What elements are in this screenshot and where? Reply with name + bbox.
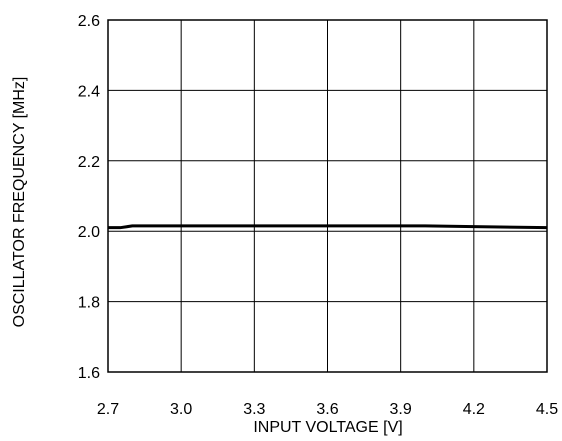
plot-frame (107, 19, 548, 373)
x-tick-label: 4.5 (536, 401, 558, 418)
y-tick-label: 1.8 (78, 295, 100, 312)
x-tick-label: 4.2 (463, 401, 485, 418)
y-axis-label: OSCILLATOR FREQUENCY [MHz] (11, 77, 28, 328)
series-line (108, 224, 548, 230)
x-tick-label: 3.0 (170, 401, 192, 418)
y-tick-label: 1.6 (78, 365, 100, 382)
y-tick-label: 2.4 (78, 83, 100, 100)
series-group (108, 224, 548, 230)
x-tick-label: 3.3 (243, 401, 265, 418)
y-tick-label: 2.6 (78, 13, 100, 30)
x-tick-labels: 2.7 3.0 3.3 3.6 3.9 4.2 4.5 (97, 401, 558, 418)
x-tick-label: 3.6 (316, 401, 338, 418)
y-tick-labels: 1.6 1.8 2.0 2.2 2.4 2.6 (78, 13, 100, 382)
y-tick-label: 2.2 (78, 154, 100, 171)
y-tick-label: 2.0 (78, 224, 100, 241)
grid (107, 19, 548, 373)
x-tick-label: 3.9 (390, 401, 412, 418)
x-axis-label: INPUT VOLTAGE [V] (253, 419, 402, 436)
x-tick-label: 2.7 (97, 401, 119, 418)
